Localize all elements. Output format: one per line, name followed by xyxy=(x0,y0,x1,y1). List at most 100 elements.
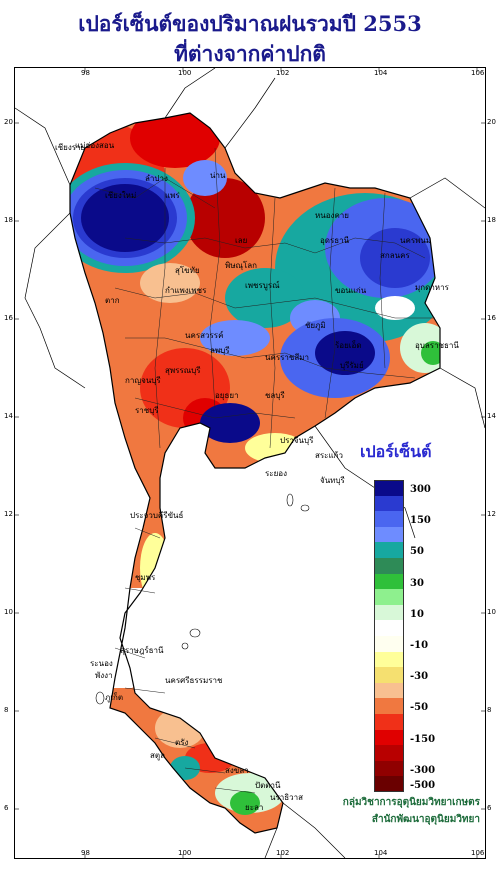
province-label: เชียงใหม่ xyxy=(105,191,136,200)
lat-tick: 6 xyxy=(4,804,9,812)
province-label: สตูล xyxy=(150,751,165,761)
province-label: ปัตตานี xyxy=(255,781,281,790)
lat-tick: 8 xyxy=(4,706,9,714)
province-label: สงขลา xyxy=(225,766,249,775)
province-label: เลย xyxy=(235,236,247,245)
province-label: ปราจีนบุรี xyxy=(280,436,314,445)
province-label: แพร่ xyxy=(165,191,180,200)
thailand-border xyxy=(69,112,441,834)
legend-label: -150 xyxy=(410,733,436,745)
lon-tick: 102 xyxy=(276,849,290,857)
lat-tick: 14 xyxy=(487,412,496,420)
legend-swatch xyxy=(374,511,404,527)
legend-label: -10 xyxy=(410,639,429,651)
legend-label: -500 xyxy=(410,780,436,792)
map-subtitle: ที่ต่างจากค่าปกติ xyxy=(174,41,326,66)
province-label: นครพนม xyxy=(400,236,431,245)
province-label: ชัยภูมิ xyxy=(305,321,326,331)
legend-swatch xyxy=(374,604,404,621)
legend-label: 10 xyxy=(410,608,424,620)
map-frame: เชียงราย เชียงใหม่ ลำปาง แพร่ น่าน เลย หนองคาย… xyxy=(14,67,486,859)
legend-swatch xyxy=(374,729,404,746)
province-boundaries xyxy=(94,147,435,794)
province-label: นครศรีธรรมราช xyxy=(165,676,223,685)
legend-label: -300 xyxy=(410,764,436,776)
map-title: เปอร์เซ็นต์ของปริมาณฝนรวมปี 2553 xyxy=(78,11,422,36)
legend-swatch xyxy=(374,526,404,543)
province-label: ตาก xyxy=(105,296,120,305)
legend-swatch xyxy=(374,480,404,496)
legend-swatch xyxy=(374,557,404,574)
lon-tick: 100 xyxy=(178,849,192,857)
province-label: เชียงราย xyxy=(55,143,85,152)
lon-tick: 102 xyxy=(276,69,290,77)
legend-swatch xyxy=(374,620,404,636)
lat-tick: 16 xyxy=(487,314,496,322)
lat-tick: 12 xyxy=(4,510,13,518)
lat-tick: 20 xyxy=(4,118,13,126)
legend-label: 300 xyxy=(410,484,431,495)
legend-swatch xyxy=(374,573,404,590)
province-label: ภูเก็ต xyxy=(105,692,123,703)
province-label: ชุมพร xyxy=(135,573,156,582)
province-label: พิษณุโลก xyxy=(225,260,257,270)
credit-bureau: สำนักพัฒนาอุตุนิยมวิทยา xyxy=(371,814,480,825)
lat-tick: 10 xyxy=(4,608,13,616)
province-label: มุกดาหาร xyxy=(415,283,450,292)
province-label: ระยอง xyxy=(265,469,287,478)
lat-tick: 12 xyxy=(487,510,496,518)
province-label: อุดรธานี xyxy=(320,236,350,245)
province-label: จันทบุรี xyxy=(320,476,346,485)
lon-tick: 100 xyxy=(178,69,192,77)
legend-label: 30 xyxy=(410,577,424,589)
lon-tick: 98 xyxy=(81,69,90,77)
province-label: ขอนแก่น xyxy=(335,286,367,295)
province-label: ร้อยเอ็ด xyxy=(335,340,362,350)
legend-label: -50 xyxy=(410,702,429,714)
lon-tick: 106 xyxy=(471,69,485,77)
province-label: หนองคาย xyxy=(315,211,349,220)
legend-swatch xyxy=(374,760,404,777)
province-label: ประจวบคีรีขันธ์ xyxy=(130,510,184,520)
legend-swatch xyxy=(374,542,404,558)
lat-tick: 14 xyxy=(4,412,13,420)
lat-tick: 8 xyxy=(487,706,492,714)
credit-division: กลุ่มวิชาการอุตุนิยมวิทยาเกษตร xyxy=(342,797,480,808)
lon-tick: 106 xyxy=(471,849,485,857)
province-label: เพชรบูรณ์ xyxy=(245,280,280,291)
legend-label: -30 xyxy=(410,671,429,683)
province-label: กำแพงเพชร xyxy=(165,286,207,295)
province-label: ลพบุรี xyxy=(210,346,230,355)
province-label: สุราษฎร์ธานี xyxy=(120,645,164,655)
province-label: ลำปาง xyxy=(145,174,168,183)
lon-tick: 98 xyxy=(81,849,90,857)
legend-label: 50 xyxy=(410,546,424,558)
legend-label: 150 xyxy=(410,515,431,527)
province-label: ชลบุรี xyxy=(265,391,285,400)
province-label: ระนอง xyxy=(90,659,113,668)
province-label: ตรัง xyxy=(175,738,188,747)
legend-swatch xyxy=(374,776,404,792)
province-label: บุรีรัมย์ xyxy=(340,360,364,370)
province-label: นราธิวาส xyxy=(270,793,303,802)
province-label: นครราชสีมา xyxy=(265,353,309,362)
islands xyxy=(95,493,310,705)
province-label: แม่ฮ่องสอน xyxy=(75,141,115,150)
province-label: อุบลราชธานี xyxy=(415,341,459,350)
frame-ticks xyxy=(15,68,485,858)
province-label: สกลนคร xyxy=(380,251,410,260)
lon-tick: 104 xyxy=(374,69,388,77)
province-label: ราชบุรี xyxy=(135,406,159,415)
legend-swatch xyxy=(374,495,404,512)
lat-tick: 16 xyxy=(4,314,13,322)
lat-tick: 20 xyxy=(487,118,496,126)
legend-swatch xyxy=(374,635,404,652)
province-label: สุพรรณบุรี xyxy=(165,366,201,375)
legend-swatch xyxy=(374,589,404,605)
lat-tick: 18 xyxy=(487,216,496,224)
legend-swatch xyxy=(374,651,404,668)
legend-swatch xyxy=(374,667,404,683)
lon-tick: 104 xyxy=(374,849,388,857)
